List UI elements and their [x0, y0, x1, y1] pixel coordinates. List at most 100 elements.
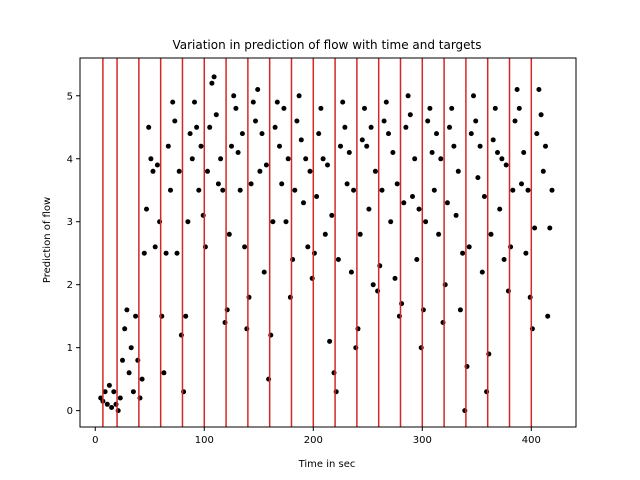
data-point [102, 389, 108, 395]
data-point [130, 389, 136, 395]
data-point [447, 124, 452, 130]
data-point [248, 181, 254, 187]
data-point [368, 124, 374, 130]
data-point [314, 194, 320, 199]
data-point [510, 187, 516, 193]
data-point [359, 137, 365, 143]
data-point [207, 124, 213, 130]
data-point [327, 338, 333, 344]
x-tick-label: 300 [413, 435, 432, 446]
data-point [460, 250, 466, 256]
data-point [106, 382, 112, 388]
data-point [392, 275, 398, 281]
data-point [111, 389, 117, 395]
data-point [383, 99, 389, 105]
data-point [170, 99, 176, 105]
data-point [168, 187, 173, 193]
data-point [429, 150, 435, 155]
data-point [242, 244, 248, 250]
data-point [176, 168, 182, 174]
data-point [274, 99, 280, 105]
data-point [451, 143, 457, 149]
x-tick-label: 400 [522, 435, 541, 446]
data-point [436, 231, 442, 237]
data-point [263, 162, 269, 168]
data-point [362, 105, 367, 111]
data-point [139, 376, 145, 382]
data-point [366, 206, 372, 212]
data-point [316, 131, 322, 137]
data-point [495, 150, 500, 155]
data-point [172, 118, 178, 124]
data-point [536, 87, 542, 92]
data-point [521, 150, 527, 155]
data-point [403, 124, 409, 130]
data-point [211, 74, 217, 80]
data-point [499, 156, 505, 162]
data-point [250, 99, 256, 105]
data-point [255, 87, 261, 92]
data-point [292, 187, 298, 193]
data-point [257, 168, 263, 174]
data-point [104, 401, 110, 407]
data-point [479, 269, 485, 275]
data-point [296, 93, 302, 99]
x-tick-label: 100 [195, 435, 214, 446]
data-point [165, 143, 171, 149]
data-point [453, 212, 459, 218]
data-point [431, 187, 437, 193]
data-point [416, 206, 422, 212]
data-point [231, 93, 237, 99]
data-point [455, 168, 461, 174]
data-point [192, 99, 197, 105]
data-point [277, 143, 282, 149]
data-point [543, 143, 548, 149]
data-point [174, 250, 180, 256]
data-point [322, 231, 328, 237]
data-point [144, 206, 149, 212]
data-point [229, 143, 234, 149]
data-point [209, 80, 215, 86]
data-point [449, 105, 455, 111]
data-point [128, 345, 134, 351]
data-point [538, 112, 544, 118]
data-point [423, 219, 429, 225]
data-point [401, 200, 407, 206]
data-point [220, 187, 226, 193]
data-point [466, 244, 472, 250]
data-point [154, 162, 160, 168]
data-point [501, 257, 507, 262]
data-point [525, 187, 531, 193]
y-tick-label: 4 [67, 154, 73, 165]
data-point [405, 93, 411, 99]
data-point [503, 162, 509, 168]
data-point [348, 269, 354, 275]
data-point [434, 131, 439, 137]
data-point [226, 231, 232, 237]
data-point [514, 87, 520, 92]
data-point [547, 225, 553, 231]
data-point [239, 131, 245, 137]
data-point [141, 250, 147, 256]
data-point [318, 105, 324, 111]
data-point [497, 206, 503, 212]
data-point [475, 175, 481, 181]
data-point [235, 150, 241, 155]
data-point [390, 150, 396, 155]
data-point [272, 124, 278, 130]
data-point [335, 257, 341, 262]
data-point [161, 370, 167, 376]
data-point [370, 282, 376, 288]
y-tick-label: 0 [67, 406, 73, 417]
data-point [512, 118, 518, 124]
data-point [532, 225, 538, 231]
x-tick-label: 200 [304, 435, 323, 446]
data-point [425, 118, 431, 124]
data-point [279, 181, 285, 187]
data-point [133, 313, 139, 319]
data-point [325, 162, 330, 168]
data-point [120, 357, 125, 363]
y-axis-label: Prediction of flow [42, 197, 53, 283]
data-point [163, 250, 169, 256]
